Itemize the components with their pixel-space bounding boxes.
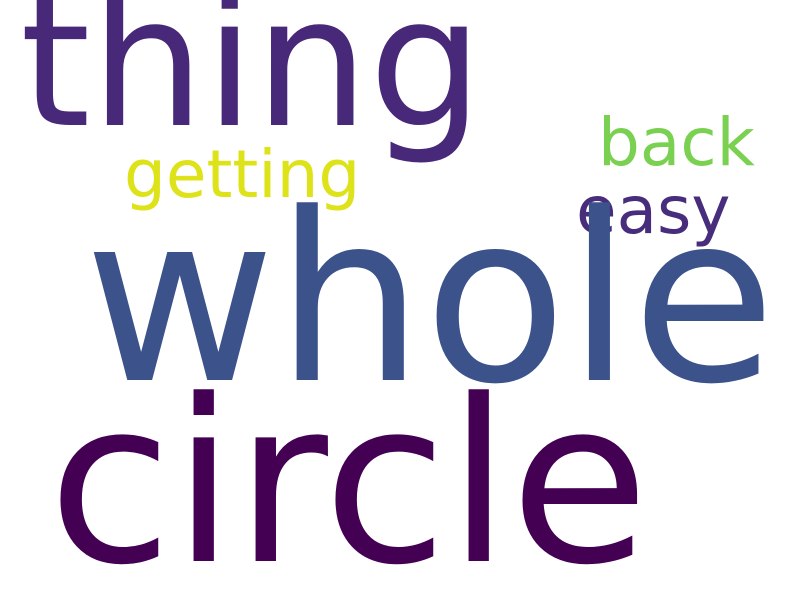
word-cloud: thing back getting easy whole circle [20,0,776,615]
word-getting: getting [124,136,361,213]
word-back: back [598,104,755,181]
word-whole: whole [84,164,776,436]
word-circle: circle [48,352,650,615]
word-thing: thing [20,0,484,168]
word-easy: easy [576,172,731,249]
